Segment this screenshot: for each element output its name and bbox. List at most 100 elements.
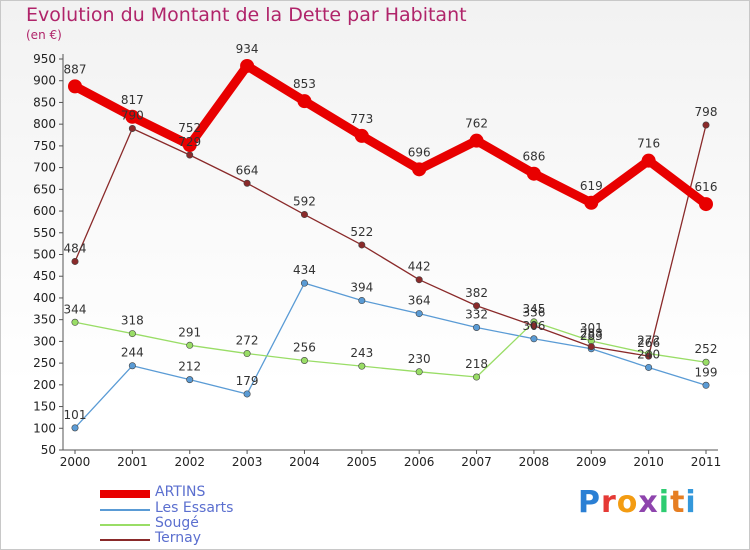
y-tick-label: 500 [33, 248, 56, 262]
data-label: 434 [293, 263, 316, 277]
data-point [186, 151, 194, 159]
data-label: 394 [350, 281, 373, 295]
data-label: 442 [408, 260, 431, 274]
data-label: 243 [350, 346, 373, 360]
data-label: 301 [580, 321, 603, 335]
data-point [68, 79, 82, 94]
data-label: 345 [522, 302, 545, 316]
data-point [182, 138, 197, 153]
data-label: 256 [293, 341, 316, 355]
data-point [243, 179, 251, 187]
x-tick-label: 2009 [576, 455, 607, 469]
data-label: 364 [408, 294, 431, 308]
legend-swatch-les-essarts [100, 509, 150, 511]
data-point [415, 368, 423, 376]
data-point [128, 125, 136, 133]
data-point [354, 128, 369, 143]
data-label: 101 [64, 408, 87, 422]
y-tick-label: 150 [33, 400, 56, 414]
legend-label-souge: Sougé [155, 515, 199, 531]
data-label: 696 [408, 145, 431, 159]
chart-unit: (en €) [26, 28, 62, 42]
data-point [240, 58, 255, 73]
x-tick-label: 2005 [347, 455, 378, 469]
series-line-ternay [74, 124, 707, 357]
data-label: 798 [695, 105, 718, 119]
data-label: 212 [178, 360, 201, 374]
data-point [243, 350, 251, 358]
data-point [702, 381, 710, 389]
data-label: 344 [64, 302, 87, 316]
x-tick-label: 2004 [289, 455, 320, 469]
logo-letter: x [638, 485, 659, 520]
data-point [702, 121, 710, 129]
data-point [243, 390, 251, 398]
y-tick-label: 200 [33, 378, 56, 392]
y-tick-label: 950 [33, 52, 56, 66]
y-tick-label: 550 [33, 226, 56, 240]
x-tick-label: 2003 [232, 455, 263, 469]
data-label: 790 [121, 109, 144, 123]
data-point [473, 373, 481, 381]
data-point [186, 376, 194, 384]
data-label: 306 [522, 319, 545, 333]
y-tick-label: 350 [33, 313, 56, 327]
data-point [415, 276, 423, 284]
data-label: 817 [121, 93, 144, 107]
data-point [415, 310, 423, 318]
data-label: 752 [178, 121, 201, 135]
data-point [358, 362, 366, 370]
y-tick-label: 750 [33, 139, 56, 153]
data-point [584, 195, 599, 210]
chart-title: Evolution du Montant de la Dette par Hab… [26, 4, 467, 26]
data-label: 716 [637, 137, 660, 151]
y-tick-label: 900 [33, 74, 56, 88]
data-label: 336 [522, 306, 545, 320]
data-label: 664 [236, 163, 259, 177]
data-label: 619 [580, 179, 603, 193]
data-label: 266 [637, 336, 660, 350]
data-point [125, 109, 140, 124]
x-tick-label: 2010 [633, 455, 664, 469]
data-point [300, 357, 308, 365]
logo-letter: t [670, 485, 686, 520]
data-label: 218 [465, 357, 488, 371]
data-label: 382 [465, 286, 488, 300]
data-point [473, 323, 481, 331]
data-label: 288 [580, 327, 603, 341]
data-label: 272 [637, 334, 660, 348]
data-label: 332 [465, 307, 488, 321]
series-line-artins [70, 61, 711, 209]
data-label: 244 [121, 346, 144, 360]
logo-letter: r [601, 485, 617, 520]
data-point [71, 257, 79, 265]
data-label: 230 [408, 352, 431, 366]
data-point [530, 335, 538, 343]
legend-swatch-artins [100, 490, 150, 498]
data-point [358, 241, 366, 249]
logo-letter: i [685, 485, 697, 520]
y-tick-label: 800 [33, 117, 56, 131]
x-tick-label: 2008 [519, 455, 550, 469]
data-label: 179 [236, 374, 259, 388]
logo-letter: o [616, 485, 639, 520]
data-point [587, 343, 595, 351]
data-point [530, 322, 538, 330]
legend-label-artins: ARTINS [155, 484, 206, 500]
series-line-les-essarts [74, 282, 707, 429]
x-tick-label: 2002 [174, 455, 205, 469]
x-tick-label: 2007 [461, 455, 492, 469]
data-point [641, 153, 656, 168]
data-label: 291 [178, 325, 201, 339]
x-tick-label: 2006 [404, 455, 435, 469]
data-label: 272 [236, 334, 259, 348]
data-label: 686 [522, 150, 545, 164]
data-label: 522 [350, 225, 373, 239]
data-point [358, 297, 366, 305]
y-tick-label: 850 [33, 95, 56, 109]
data-label: 252 [695, 342, 718, 356]
legend-swatch-souge [100, 524, 150, 526]
y-tick-label: 300 [33, 334, 56, 348]
